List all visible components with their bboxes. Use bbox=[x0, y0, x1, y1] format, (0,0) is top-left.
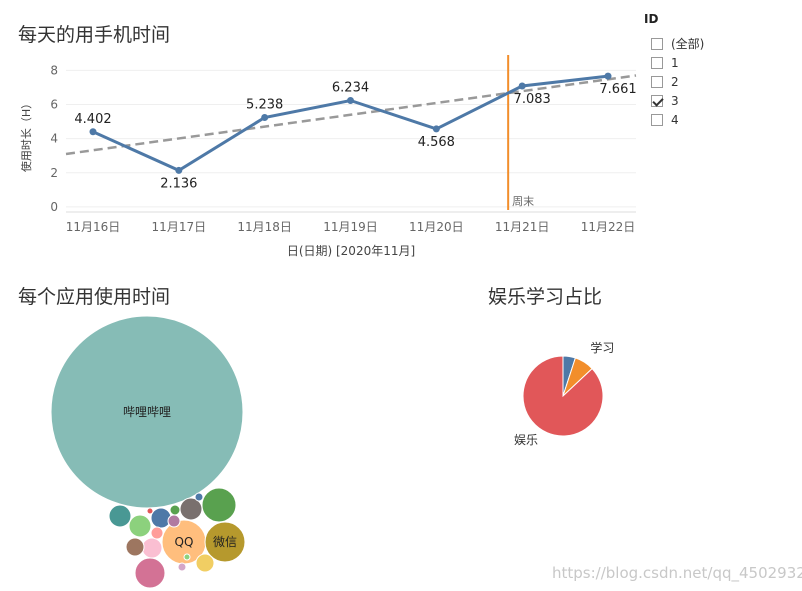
data-point[interactable] bbox=[604, 72, 612, 80]
pie-slice[interactable] bbox=[522, 355, 604, 437]
app-bubble[interactable] bbox=[169, 504, 181, 516]
data-label: 4.568 bbox=[418, 135, 455, 150]
data-point[interactable] bbox=[261, 113, 269, 121]
data-label: 4.402 bbox=[74, 112, 111, 127]
bubble-label: 哔哩哔哩 bbox=[123, 405, 171, 419]
legend-item[interactable]: 4 bbox=[644, 110, 794, 129]
line-chart-title: 每天的用手机时间 bbox=[18, 24, 171, 46]
pie-chart-title: 娱乐学习占比 bbox=[488, 286, 603, 308]
data-label: 7.083 bbox=[514, 92, 551, 107]
pie-slice-label: 娱乐 bbox=[514, 433, 538, 447]
x-tick-label: 11月21日 bbox=[495, 220, 550, 234]
app-bubble[interactable] bbox=[167, 514, 181, 528]
app-bubble[interactable] bbox=[177, 562, 187, 572]
x-tick-label: 11月17日 bbox=[152, 220, 207, 234]
legend-item[interactable]: 2 bbox=[644, 72, 794, 91]
y-tick-label: 6 bbox=[50, 97, 58, 111]
legend-item[interactable]: (全部) bbox=[644, 34, 794, 53]
weekend-reference-label: 周末 bbox=[512, 194, 534, 208]
app-bubble[interactable] bbox=[194, 492, 204, 502]
app-bubble[interactable] bbox=[125, 537, 145, 557]
app-bubble[interactable] bbox=[134, 557, 166, 589]
app-bubble[interactable] bbox=[204, 521, 246, 563]
legend-checkbox[interactable] bbox=[651, 37, 663, 50]
data-point[interactable] bbox=[347, 96, 354, 104]
data-label: 5.238 bbox=[246, 97, 283, 112]
data-point[interactable] bbox=[89, 128, 97, 136]
y-tick-label: 0 bbox=[50, 200, 58, 214]
x-tick-label: 11月19日 bbox=[323, 220, 378, 234]
y-tick-label: 2 bbox=[50, 166, 58, 180]
legend-label: 2 bbox=[671, 74, 679, 89]
data-label: 2.136 bbox=[160, 176, 197, 191]
legend-checkbox[interactable] bbox=[651, 56, 663, 69]
line-chart: 0 2 4 6 8 11月16日 11月17日 11月18日 11月19日 11月20日 11月21… bbox=[20, 55, 637, 258]
legend-checkbox[interactable] bbox=[651, 113, 663, 126]
trend-line bbox=[65, 74, 637, 156]
bubble-chart: 哔哩哔哩 QQ 微信 bbox=[50, 315, 246, 589]
legend-item[interactable]: 3 bbox=[644, 91, 794, 110]
legend-label: 1 bbox=[671, 55, 679, 70]
app-bubble[interactable] bbox=[195, 553, 215, 573]
app-bubble[interactable] bbox=[128, 514, 152, 538]
legend-checkbox[interactable] bbox=[651, 75, 663, 88]
legend-label: (全部) bbox=[671, 37, 705, 51]
y-axis-label: 使用时长（H） bbox=[20, 98, 33, 172]
y-tick-label: 4 bbox=[50, 132, 58, 146]
app-bubble[interactable] bbox=[201, 487, 237, 523]
app-bubble[interactable] bbox=[183, 553, 191, 561]
app-bubble[interactable] bbox=[108, 504, 132, 528]
x-tick-label: 11月18日 bbox=[237, 220, 292, 234]
legend-item[interactable]: 1 bbox=[644, 53, 794, 72]
app-bubble[interactable] bbox=[146, 507, 154, 515]
x-tick-label: 11月22日 bbox=[581, 220, 636, 234]
app-bubble[interactable] bbox=[150, 526, 164, 540]
legend-checkbox[interactable] bbox=[651, 94, 663, 107]
data-label: 7.661 bbox=[599, 82, 636, 97]
data-point[interactable] bbox=[518, 82, 526, 90]
x-tick-label: 11月20日 bbox=[409, 220, 464, 234]
app-bubble[interactable] bbox=[150, 507, 172, 529]
bubble-label: 微信 bbox=[213, 535, 237, 549]
id-filter-legend: ID (全部) 1 2 3 4 bbox=[644, 12, 794, 129]
watermark: https://blog.csdn.net/qq_45029327 bbox=[552, 564, 802, 582]
x-tick-label: 11月16日 bbox=[66, 220, 121, 234]
app-bubble[interactable] bbox=[50, 315, 244, 509]
legend-title: ID bbox=[644, 12, 659, 26]
legend-label: 3 bbox=[671, 93, 679, 108]
legend-label: 4 bbox=[671, 112, 679, 127]
y-tick-label: 8 bbox=[50, 63, 58, 77]
bubble-label: QQ bbox=[175, 535, 194, 549]
x-axis-label: 日(日期) [2020年11月] bbox=[287, 244, 415, 258]
data-point[interactable] bbox=[432, 125, 440, 133]
app-bubble[interactable] bbox=[141, 537, 163, 559]
data-label: 6.234 bbox=[332, 80, 369, 95]
pie-slice-label: 学习 bbox=[590, 340, 614, 355]
legend-items: (全部) 1 2 3 4 bbox=[644, 34, 794, 129]
data-point[interactable] bbox=[175, 166, 183, 174]
bubble-chart-title: 每个应用使用时间 bbox=[18, 286, 171, 308]
